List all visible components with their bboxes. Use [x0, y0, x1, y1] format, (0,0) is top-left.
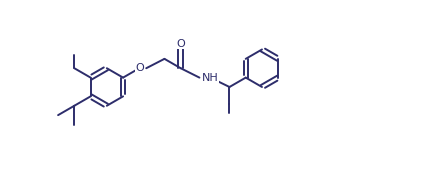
Text: O: O	[176, 39, 185, 49]
Text: NH: NH	[201, 73, 218, 83]
Text: O: O	[136, 63, 144, 73]
